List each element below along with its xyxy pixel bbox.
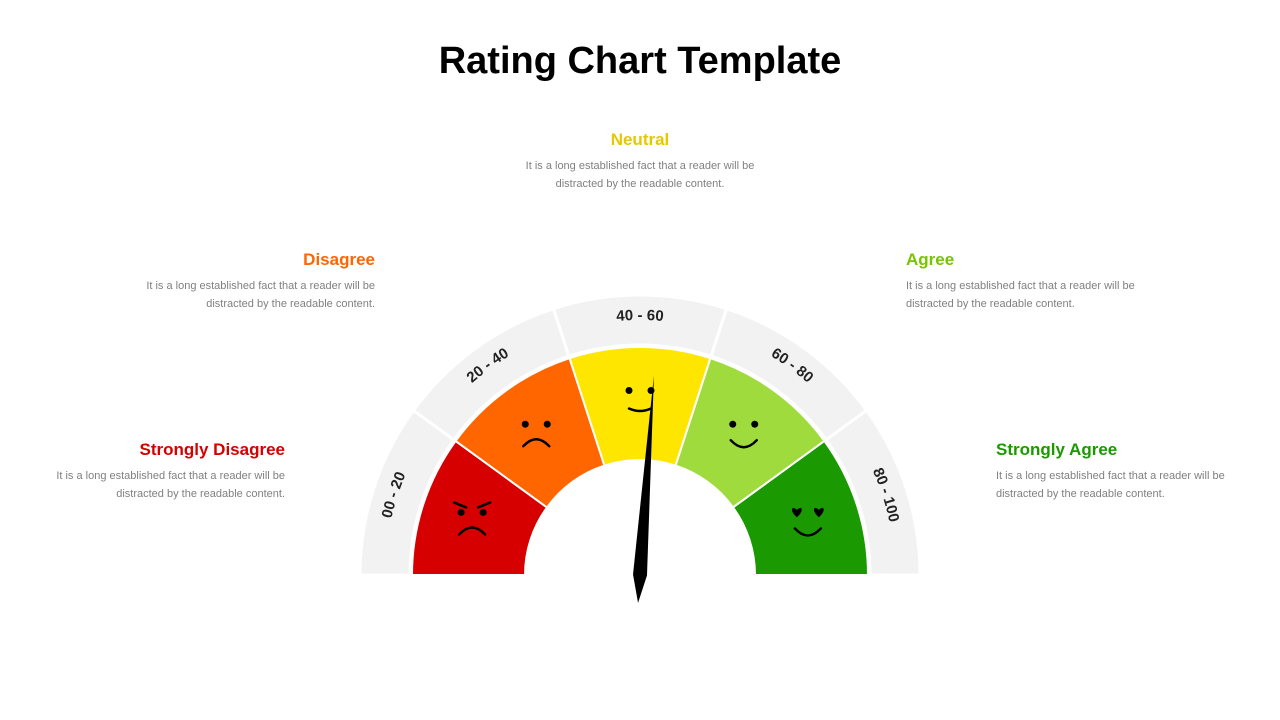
annotation-title: Strongly Agree [996, 440, 1226, 460]
annotation-title: Neutral [525, 130, 755, 150]
annotation-text: It is a long established fact that a rea… [525, 158, 755, 193]
annotation-strongly-agree: Strongly Agree It is a long established f… [996, 440, 1226, 503]
annotation-title: Strongly Disagree [55, 440, 285, 460]
rating-gauge: 00 - 2020 - 4040 - 6060 - 8080 - 100 [320, 260, 960, 660]
annotation-title: Disagree [145, 250, 375, 270]
annotation-text: It is a long established fact that a rea… [996, 468, 1226, 503]
annotation-agree: Agree It is a long established fact that … [906, 250, 1136, 313]
annotation-disagree: Disagree It is a long established fact th… [145, 250, 375, 313]
annotation-text: It is a long established fact that a rea… [55, 468, 285, 503]
page-title: Rating Chart Template [0, 0, 1280, 83]
annotation-strongly-disagree: Strongly Disagree It is a long establishe… [55, 440, 285, 503]
annotation-text: It is a long established fact that a rea… [145, 278, 375, 313]
annotation-title: Agree [906, 250, 1136, 270]
annotation-text: It is a long established fact that a rea… [906, 278, 1136, 313]
annotation-neutral: Neutral It is a long established fact tha… [525, 130, 755, 193]
range-label: 40 - 60 [616, 307, 665, 325]
